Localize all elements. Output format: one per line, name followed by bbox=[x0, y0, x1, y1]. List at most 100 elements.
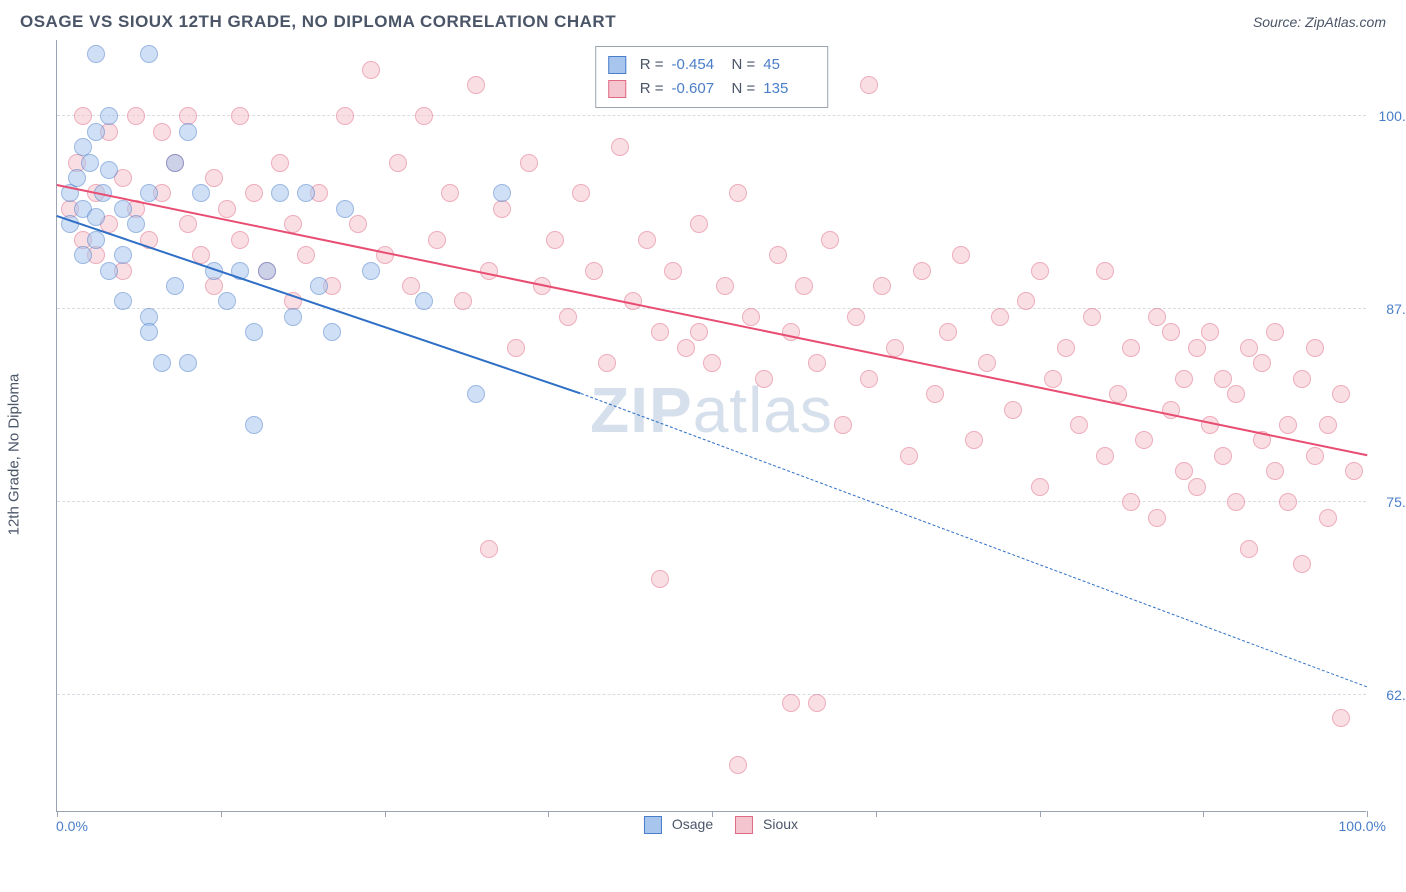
data-point bbox=[114, 292, 132, 310]
x-min-label: 0.0% bbox=[56, 818, 88, 834]
data-point bbox=[1122, 493, 1140, 511]
series-legend: Osage Sioux bbox=[644, 816, 798, 834]
data-point bbox=[87, 208, 105, 226]
data-point bbox=[179, 123, 197, 141]
data-point bbox=[336, 107, 354, 125]
data-point bbox=[310, 277, 328, 295]
data-point bbox=[1148, 308, 1166, 326]
data-point bbox=[100, 107, 118, 125]
data-point bbox=[153, 123, 171, 141]
data-point bbox=[205, 169, 223, 187]
gridline bbox=[57, 694, 1366, 695]
data-point bbox=[231, 231, 249, 249]
data-point bbox=[965, 431, 983, 449]
data-point bbox=[140, 184, 158, 202]
data-point bbox=[729, 756, 747, 774]
data-point bbox=[415, 107, 433, 125]
n-label: N = bbox=[732, 53, 756, 77]
data-point bbox=[1306, 339, 1324, 357]
data-point bbox=[716, 277, 734, 295]
data-point bbox=[1109, 385, 1127, 403]
data-point bbox=[81, 154, 99, 172]
data-point bbox=[742, 308, 760, 326]
y-tick-label: 75.0% bbox=[1371, 494, 1406, 510]
data-point bbox=[349, 215, 367, 233]
data-point bbox=[271, 184, 289, 202]
data-point bbox=[1293, 370, 1311, 388]
data-point bbox=[100, 161, 118, 179]
data-point bbox=[74, 107, 92, 125]
data-point bbox=[389, 154, 407, 172]
data-point bbox=[1122, 339, 1140, 357]
data-point bbox=[585, 262, 603, 280]
data-point bbox=[847, 308, 865, 326]
swatch-osage-icon bbox=[644, 816, 662, 834]
data-point bbox=[1266, 323, 1284, 341]
data-point bbox=[245, 184, 263, 202]
r-value-sioux: -0.607 bbox=[672, 77, 724, 101]
data-point bbox=[271, 154, 289, 172]
r-label: R = bbox=[640, 53, 664, 77]
data-point bbox=[598, 354, 616, 372]
data-point bbox=[1319, 416, 1337, 434]
gridline bbox=[57, 501, 1366, 502]
gridline bbox=[57, 115, 1366, 116]
data-point bbox=[664, 262, 682, 280]
data-point bbox=[900, 447, 918, 465]
data-point bbox=[127, 107, 145, 125]
n-label: N = bbox=[732, 77, 756, 101]
data-point bbox=[428, 231, 446, 249]
data-point bbox=[140, 323, 158, 341]
data-point bbox=[114, 246, 132, 264]
data-point bbox=[231, 107, 249, 125]
data-point bbox=[1017, 292, 1035, 310]
data-point bbox=[297, 246, 315, 264]
n-value-sioux: 135 bbox=[763, 77, 815, 101]
data-point bbox=[480, 540, 498, 558]
legend-item-osage: Osage bbox=[644, 816, 713, 834]
data-point bbox=[860, 370, 878, 388]
data-point bbox=[284, 308, 302, 326]
r-value-osage: -0.454 bbox=[672, 53, 724, 77]
data-point bbox=[127, 215, 145, 233]
data-point bbox=[729, 184, 747, 202]
chart-header: OSAGE VS SIOUX 12TH GRADE, NO DIPLOMA CO… bbox=[0, 0, 1406, 40]
data-point bbox=[258, 262, 276, 280]
data-point bbox=[1253, 354, 1271, 372]
data-point bbox=[1057, 339, 1075, 357]
data-point bbox=[677, 339, 695, 357]
data-point bbox=[860, 76, 878, 94]
data-point bbox=[1188, 339, 1206, 357]
data-point bbox=[1293, 555, 1311, 573]
data-point bbox=[87, 231, 105, 249]
data-point bbox=[939, 323, 957, 341]
data-point bbox=[480, 262, 498, 280]
data-point bbox=[1227, 385, 1245, 403]
data-point bbox=[153, 354, 171, 372]
data-point bbox=[1345, 462, 1363, 480]
swatch-osage bbox=[608, 56, 626, 74]
data-point bbox=[218, 200, 236, 218]
data-point bbox=[1188, 478, 1206, 496]
x-max-label: 100.0% bbox=[1339, 818, 1386, 834]
data-point bbox=[493, 200, 511, 218]
data-point bbox=[415, 292, 433, 310]
r-label: R = bbox=[640, 77, 664, 101]
data-point bbox=[821, 231, 839, 249]
data-point bbox=[1135, 431, 1153, 449]
data-point bbox=[87, 45, 105, 63]
data-point bbox=[166, 154, 184, 172]
data-point bbox=[978, 354, 996, 372]
data-point bbox=[454, 292, 472, 310]
data-point bbox=[926, 385, 944, 403]
data-point bbox=[1227, 493, 1245, 511]
data-point bbox=[1175, 462, 1193, 480]
data-point bbox=[467, 385, 485, 403]
data-point bbox=[376, 246, 394, 264]
gridline bbox=[57, 308, 1366, 309]
scatter-plot: ZIPatlas R = -0.454 N = 45 R = -0.607 N … bbox=[56, 40, 1366, 812]
y-tick-label: 62.5% bbox=[1371, 687, 1406, 703]
data-point bbox=[520, 154, 538, 172]
data-point bbox=[218, 292, 236, 310]
data-point bbox=[834, 416, 852, 434]
